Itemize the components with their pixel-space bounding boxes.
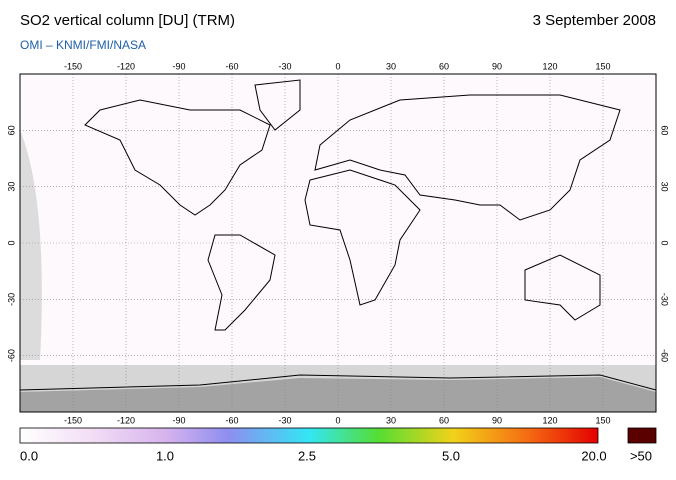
lon-tick-label: -120 <box>117 415 135 425</box>
lon-tick-label: 30 <box>386 415 396 425</box>
date: 3 September 2008 <box>533 12 656 29</box>
lon-tick-label: -30 <box>278 415 291 425</box>
coastline <box>304 169 421 306</box>
lon-tick-label: 30 <box>386 61 396 71</box>
coastline <box>207 234 276 331</box>
lon-tick-label: 90 <box>492 415 502 425</box>
lon-tick-label: -120 <box>117 61 135 71</box>
map-frame <box>19 73 657 413</box>
lon-tick-label: 0 <box>335 61 340 71</box>
lon-tick-label: -90 <box>172 61 185 71</box>
coastline <box>524 254 601 321</box>
colorbar-label: 1.0 <box>156 448 174 463</box>
lat-tick-label: 60 <box>660 125 670 135</box>
colorbar-label: 5.0 <box>442 448 460 463</box>
lon-tick-label: 150 <box>595 415 610 425</box>
lon-tick-label: -150 <box>64 61 82 71</box>
lon-tick-label: 150 <box>595 61 610 71</box>
credit: OMI – KNMI/FMI/NASA <box>20 38 146 52</box>
lat-tick-label: 0 <box>6 240 16 245</box>
lon-tick-label: 0 <box>335 415 340 425</box>
colorbar-label: 20.0 <box>581 448 606 463</box>
coastline <box>254 79 301 131</box>
colorbar-label: 0.0 <box>20 448 38 463</box>
colorbar-overflow-label: >50 <box>630 448 652 463</box>
lon-tick-label: 90 <box>492 61 502 71</box>
map <box>19 73 657 413</box>
lat-tick-label: 30 <box>6 182 16 192</box>
lat-tick-label: 30 <box>660 182 670 192</box>
lon-tick-label: 60 <box>439 415 449 425</box>
lon-tick-label: -150 <box>64 415 82 425</box>
title: SO2 vertical column [DU] (TRM) <box>20 12 235 29</box>
no-data <box>20 377 656 412</box>
lon-tick-label: -30 <box>278 61 291 71</box>
lat-tick-label: -60 <box>660 349 670 362</box>
coastline <box>84 99 271 216</box>
lon-tick-label: -60 <box>225 61 238 71</box>
colorbar-label: 2.5 <box>298 448 316 463</box>
lat-tick-label: -30 <box>660 293 670 306</box>
colorbar <box>19 427 599 444</box>
lon-tick-label: -90 <box>172 415 185 425</box>
lat-tick-label: -30 <box>6 293 16 306</box>
lat-tick-label: 0 <box>660 240 670 245</box>
lon-tick-label: 60 <box>439 61 449 71</box>
coastline <box>314 94 621 221</box>
lat-tick-label: -60 <box>6 349 16 362</box>
swath-gap <box>20 130 42 360</box>
lon-tick-label: 120 <box>542 415 557 425</box>
lon-tick-label: -60 <box>225 415 238 425</box>
lon-tick-label: 120 <box>542 61 557 71</box>
lat-tick-label: 60 <box>6 125 16 135</box>
colorbar-overflow <box>627 427 657 444</box>
coastline <box>19 374 657 391</box>
